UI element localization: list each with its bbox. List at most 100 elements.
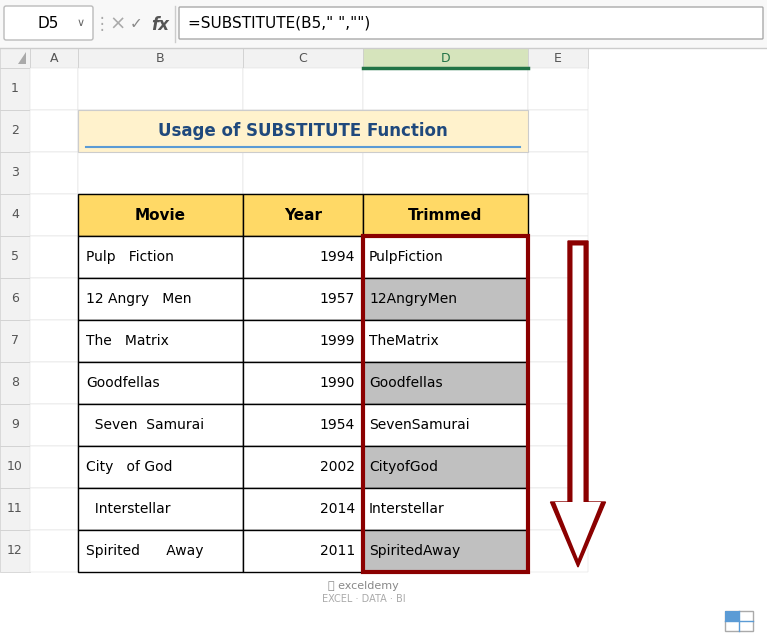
Bar <box>243 488 363 530</box>
Bar <box>528 488 588 530</box>
Text: Spirited      Away: Spirited Away <box>86 544 203 558</box>
Text: Usage of SUBSTITUTE Function: Usage of SUBSTITUTE Function <box>158 122 448 140</box>
Text: B: B <box>156 51 165 64</box>
Bar <box>78 320 243 362</box>
Text: Goodfellas: Goodfellas <box>86 376 160 390</box>
Bar <box>0 362 30 404</box>
Bar <box>725 611 739 621</box>
Text: 1: 1 <box>11 82 19 96</box>
Text: Year: Year <box>284 208 322 222</box>
Bar <box>30 236 78 278</box>
Bar <box>0 48 30 68</box>
Bar <box>243 236 363 278</box>
Bar <box>0 68 30 110</box>
Bar <box>243 530 363 572</box>
Text: ∨: ∨ <box>77 18 85 28</box>
Bar <box>78 194 243 236</box>
Bar <box>243 362 363 404</box>
Text: E: E <box>554 51 562 64</box>
Bar <box>78 530 243 572</box>
Bar <box>30 488 78 530</box>
Bar <box>78 404 243 446</box>
Bar <box>243 404 363 446</box>
Bar <box>30 362 78 404</box>
Text: 12 Angry   Men: 12 Angry Men <box>86 292 192 306</box>
Bar <box>78 110 243 152</box>
Bar <box>30 110 78 152</box>
Text: 2011: 2011 <box>320 544 355 558</box>
Bar <box>78 446 243 488</box>
Bar <box>243 278 363 320</box>
Bar <box>363 110 528 152</box>
Bar <box>243 446 363 488</box>
Text: 2014: 2014 <box>320 502 355 516</box>
Text: Seven  Samurai: Seven Samurai <box>86 418 204 432</box>
Text: 1957: 1957 <box>320 292 355 306</box>
Text: 7: 7 <box>11 334 19 347</box>
Bar <box>363 236 528 278</box>
Bar <box>363 446 528 488</box>
Text: 12AngryMen: 12AngryMen <box>369 292 457 306</box>
Bar <box>243 68 363 110</box>
Bar <box>363 236 528 572</box>
Bar <box>363 488 528 530</box>
Bar <box>243 446 363 488</box>
Text: C: C <box>298 51 308 64</box>
Bar <box>363 68 528 110</box>
Text: The   Matrix: The Matrix <box>86 334 169 348</box>
Bar <box>363 530 528 572</box>
Bar <box>30 446 78 488</box>
Bar <box>528 404 588 446</box>
Bar <box>30 48 78 68</box>
Bar <box>363 404 528 446</box>
Bar <box>30 194 78 236</box>
Bar <box>30 68 78 110</box>
Text: 1990: 1990 <box>320 376 355 390</box>
Text: fx: fx <box>151 16 169 34</box>
Bar <box>78 530 243 572</box>
Bar <box>243 320 363 362</box>
Bar <box>78 236 243 278</box>
Bar <box>0 488 30 530</box>
Polygon shape <box>18 52 26 64</box>
Bar <box>78 68 243 110</box>
Bar <box>243 110 363 152</box>
FancyBboxPatch shape <box>4 6 93 40</box>
Bar <box>363 278 528 320</box>
Bar <box>528 446 588 488</box>
Bar <box>78 488 243 530</box>
Bar <box>528 236 588 278</box>
Text: 1954: 1954 <box>320 418 355 432</box>
Text: ×: × <box>110 15 127 33</box>
Text: Interstellar: Interstellar <box>369 502 445 516</box>
FancyBboxPatch shape <box>179 7 763 39</box>
Bar <box>78 110 528 152</box>
Text: SevenSamurai: SevenSamurai <box>369 418 469 432</box>
Bar <box>78 278 243 320</box>
Bar <box>363 530 528 572</box>
Text: Trimmed: Trimmed <box>408 208 482 222</box>
Bar <box>528 110 588 152</box>
Text: Interstellar: Interstellar <box>86 502 170 516</box>
Text: D: D <box>441 51 450 64</box>
Bar <box>243 152 363 194</box>
Bar <box>30 320 78 362</box>
Bar <box>0 446 30 488</box>
Text: SpiritedAway: SpiritedAway <box>369 544 460 558</box>
Bar <box>363 278 528 320</box>
Text: 12: 12 <box>7 545 23 557</box>
Bar <box>30 404 78 446</box>
Bar <box>0 0 767 48</box>
Bar <box>78 278 243 320</box>
Text: ✓: ✓ <box>130 17 143 32</box>
Bar <box>363 362 528 404</box>
Text: EXCEL · DATA · BI: EXCEL · DATA · BI <box>321 594 405 604</box>
Bar <box>243 236 363 278</box>
Text: 3: 3 <box>11 167 19 179</box>
Bar <box>528 278 588 320</box>
Bar <box>0 320 30 362</box>
Bar <box>243 362 363 404</box>
Text: TheMatrix: TheMatrix <box>369 334 439 348</box>
Bar <box>528 48 588 68</box>
Bar <box>243 488 363 530</box>
